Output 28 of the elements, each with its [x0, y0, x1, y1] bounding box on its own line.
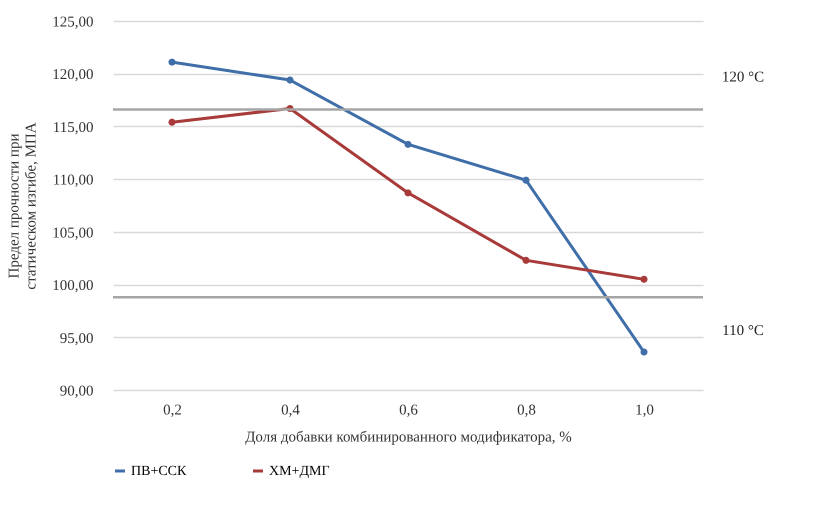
point	[404, 189, 412, 196]
y-tick-label: 110,00	[52, 172, 94, 189]
point	[522, 176, 530, 184]
y-axis-title: Предел прочности при статическом изгибе, МПА	[6, 122, 40, 290]
y-tick-label: 100,00	[52, 278, 94, 294]
legend-label: ХМ+ДМГ	[269, 464, 330, 479]
point	[522, 256, 530, 264]
point	[404, 140, 412, 148]
x-tick-label: 0,6	[399, 402, 418, 418]
x-tick-label: 1,0	[635, 402, 654, 418]
point	[640, 276, 648, 283]
point	[168, 118, 176, 126]
legend-label: ПВ+ССК	[131, 464, 188, 479]
x-tick-label: 0,8	[517, 402, 536, 418]
x-axis-title: Доля добавки комбинированного модификатора, %	[245, 430, 572, 446]
y-tick-label: 105,00	[52, 225, 94, 242]
x-tick-label: 0,2	[163, 402, 182, 418]
x-tick-label: 0,4	[281, 402, 300, 418]
y-tick-label: 115,00	[52, 120, 94, 136]
point	[640, 348, 648, 356]
y-tick-label: 90,00	[60, 384, 94, 400]
ref-line-label: 120 °C	[722, 70, 764, 86]
ref-line-label: 110 °C	[722, 323, 764, 340]
y-tick-label: 95,00	[60, 330, 94, 347]
y-tick-label: 125,00	[52, 14, 94, 30]
point	[168, 58, 176, 66]
y-tick-label: 120,00	[52, 67, 94, 84]
point	[286, 76, 294, 84]
